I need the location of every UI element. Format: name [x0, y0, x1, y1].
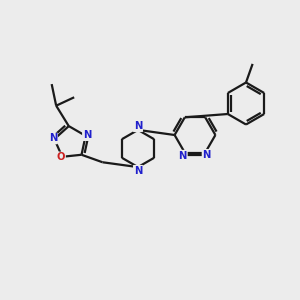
- Text: N: N: [202, 150, 211, 160]
- Text: N: N: [49, 134, 57, 143]
- Text: N: N: [178, 151, 187, 161]
- Text: O: O: [56, 152, 65, 162]
- Text: N: N: [134, 166, 142, 176]
- Text: N: N: [83, 130, 91, 140]
- Text: N: N: [134, 121, 142, 131]
